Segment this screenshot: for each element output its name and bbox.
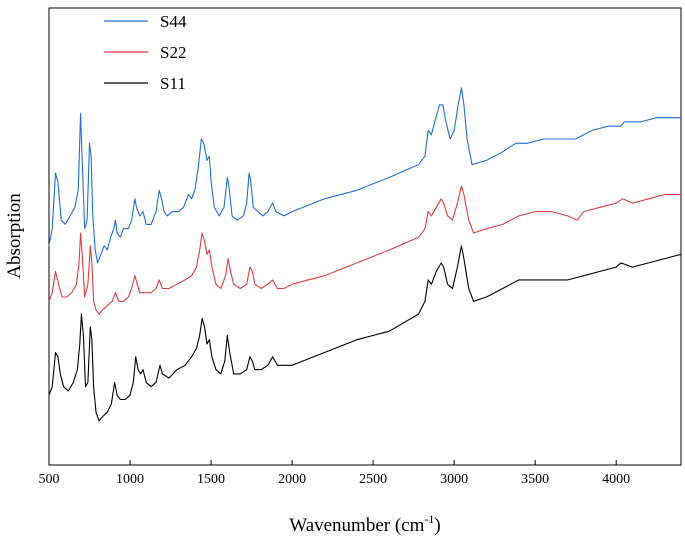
x-tick-label: 1500 — [197, 472, 225, 487]
legend-label-s22: S22 — [160, 43, 186, 62]
series-line-s11 — [48, 245, 682, 422]
x-tick-label: 2500 — [359, 472, 387, 487]
x-tick-label: 2000 — [278, 472, 306, 487]
x-axis-label-superscript: -1 — [424, 512, 434, 526]
x-ticks: 500 1000 1500 2000 2500 3000 3500 4000 — [39, 460, 630, 487]
x-tick-label: 1000 — [116, 472, 144, 487]
series-line-s44 — [48, 87, 681, 264]
plot-area-border — [48, 7, 682, 466]
legend: S44 S22 S11 — [104, 12, 187, 93]
y-axis-label: Absorption — [4, 193, 25, 279]
plot-frame — [48, 7, 682, 466]
x-tick-label: 4000 — [602, 472, 630, 487]
x-tick-label: 3000 — [440, 472, 468, 487]
x-tick-label: 3500 — [521, 472, 549, 487]
x-axis-label: Wavenumber (cm-1) — [289, 512, 440, 536]
x-axis-label-main: Wavenumber (cm — [289, 515, 424, 536]
x-tick-label: 500 — [39, 472, 60, 487]
legend-label-s44: S44 — [160, 12, 187, 31]
legend-label-s11: S11 — [160, 74, 186, 93]
x-axis-label-end: ) — [434, 515, 440, 536]
series-layer — [48, 87, 682, 422]
series-line-s22 — [48, 185, 681, 315]
